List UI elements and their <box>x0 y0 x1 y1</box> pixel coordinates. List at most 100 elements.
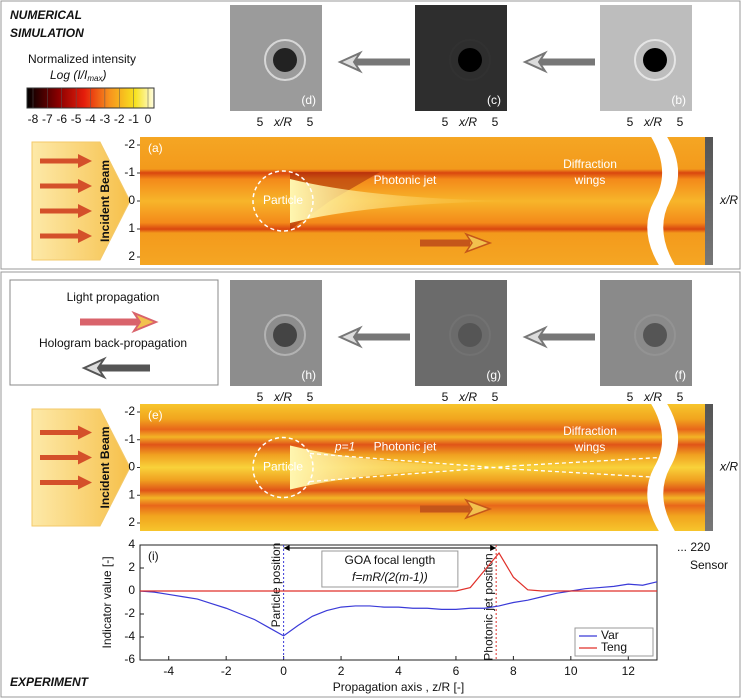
p-label: p=1 <box>334 440 355 454</box>
wings-label: Diffraction <box>563 157 617 171</box>
colorbar-title: Normalized intensity <box>28 52 136 66</box>
y-tick-label: 2 <box>128 560 135 574</box>
arrow-head <box>522 50 548 74</box>
inset-tick: 5 <box>257 390 264 404</box>
legend-text: Hologram back-propagation <box>39 336 187 350</box>
inset-tick: 5 <box>627 115 634 129</box>
y-tick-label: -2 <box>124 137 135 151</box>
inset-tag: (c) <box>487 93 501 107</box>
x-tick-label: 6 <box>453 664 460 678</box>
propagation-arrow-head <box>464 498 493 520</box>
incident-label: Incident Beam <box>98 426 112 508</box>
sensor-label: Sensor <box>690 558 728 572</box>
x-tick-label: 4 <box>395 664 402 678</box>
incident-beam <box>31 408 131 527</box>
section-label: SIMULATION <box>10 26 84 40</box>
jet-region <box>290 179 540 223</box>
subtitle-end: ) <box>100 68 106 82</box>
series-line <box>140 552 657 592</box>
wings-label: wings <box>574 440 606 454</box>
y-axis-label: Indicator value [-] <box>100 556 114 648</box>
wings-label: wings <box>574 173 606 187</box>
colorbar-tick-label: -2 <box>114 112 125 126</box>
inset-axis-label: x/R <box>273 390 292 404</box>
arrow-head <box>337 50 363 74</box>
axis-break <box>647 402 679 533</box>
colorbar-tick-label: -1 <box>128 112 139 126</box>
y-tick-label: -2 <box>124 606 135 620</box>
inset-tag: (d) <box>301 93 316 107</box>
x-tick-label: -2 <box>221 664 232 678</box>
jet-label: Photonic jet <box>374 173 437 187</box>
y-tick-label: 2 <box>128 249 135 263</box>
x-tick-label: 10 <box>564 664 578 678</box>
y-tick-label: -1 <box>124 432 135 446</box>
particle <box>252 436 314 499</box>
focal-text: f=mR/(2(m-1)) <box>352 570 428 584</box>
y-tick-label: 1 <box>128 221 135 235</box>
inset-ring <box>449 314 491 356</box>
inset-tick: 5 <box>442 115 449 129</box>
inset-ring <box>264 39 306 81</box>
axis-label: x/R <box>719 193 738 207</box>
inset-axis-label: x/R <box>458 390 477 404</box>
sensor <box>705 404 713 531</box>
legend <box>574 627 654 657</box>
inset-ring <box>449 39 491 81</box>
y-tick-label: 0 <box>128 583 135 597</box>
x-tick-label: -4 <box>163 664 174 678</box>
legend-label: Teng <box>601 640 627 654</box>
top-frame <box>0 0 741 270</box>
sensor <box>705 137 713 265</box>
inset-axis-label: x/R <box>458 115 477 129</box>
y-tick-label: -2 <box>124 404 135 418</box>
inset-tick: 5 <box>257 115 264 129</box>
axis-label: x/R <box>719 460 738 474</box>
incident-arrow-head <box>78 179 92 193</box>
colorbar-tick-label: -4 <box>85 112 96 126</box>
inset-ring <box>264 314 306 356</box>
y-tick-label: 4 <box>128 537 135 551</box>
inset-tick: 5 <box>677 115 684 129</box>
panel-tag: (e) <box>148 408 163 422</box>
subscript: max <box>87 74 103 83</box>
y-tick-label: 1 <box>128 487 135 501</box>
particle <box>252 170 314 232</box>
colorbar-tick-label: -6 <box>56 112 67 126</box>
incident-arrow-head <box>78 475 92 490</box>
x-tick-label: 0 <box>280 664 287 678</box>
section-label: EXPERIMENT <box>10 675 90 689</box>
particle-label: Particle <box>263 460 303 474</box>
arrow-head <box>337 325 363 349</box>
jet-guide <box>309 452 661 483</box>
incident-arrow-head <box>78 154 92 168</box>
colorbar-subtitle: Log (I/Imax) <box>50 68 106 83</box>
incident-arrow-head <box>78 450 92 465</box>
inset-core <box>273 323 297 347</box>
x-tick-label: 12 <box>622 664 636 678</box>
inset-tag: (h) <box>301 368 316 382</box>
jet-label: Photonic jet <box>374 440 437 454</box>
inset-tick: 5 <box>677 390 684 404</box>
inset-tick: 5 <box>492 390 499 404</box>
legend-text: Light propagation <box>67 290 160 304</box>
propagation-arrow-head <box>464 232 493 254</box>
sensor-count: ... 220 <box>677 540 711 554</box>
inset-axis-label: x/R <box>273 115 292 129</box>
inset-tag: (g) <box>486 368 501 382</box>
inset-tick: 5 <box>307 390 314 404</box>
y-tick-label: 0 <box>128 193 135 207</box>
annotation-text: Particle position <box>269 543 283 628</box>
wings-label: Diffraction <box>563 424 617 438</box>
inset-tick: 5 <box>442 390 449 404</box>
inset-axis-label: x/R <box>643 115 662 129</box>
colorbar-tick-label: -5 <box>71 112 82 126</box>
focal-text: GOA focal length <box>345 553 436 567</box>
incident-arrow-head <box>78 425 92 440</box>
annotation-text: Photonic jet position <box>481 553 495 660</box>
particle-label: Particle <box>263 193 303 207</box>
colorbar-tick-label: 0 <box>145 112 152 126</box>
inset-core <box>458 323 482 347</box>
inset-tick: 5 <box>307 115 314 129</box>
